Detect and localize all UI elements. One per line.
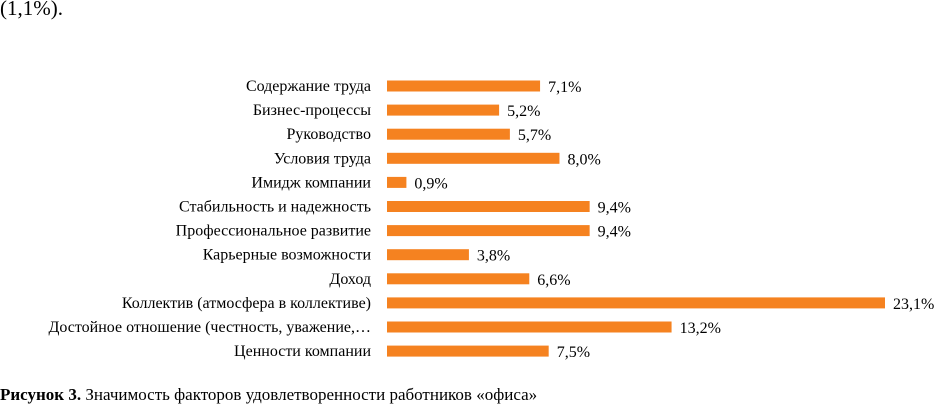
value-labels: 7,1% 5,2% 5,7% 8,0% 0,9% 9,4% 9,4% 3,8% 6,6% 23,1… — [414, 79, 934, 361]
value-label: 9,4% — [598, 200, 631, 217]
bar — [387, 152, 560, 164]
figure-caption-text: Значимость факторов удовлетворенности ра… — [81, 385, 538, 404]
value-label: 3,8% — [477, 248, 510, 265]
category-label: Бизнес-процессы — [253, 102, 371, 119]
figure-caption: Рисунок 3. Значимость факторов удовлетво… — [0, 385, 537, 405]
value-label: 7,5% — [557, 344, 590, 361]
value-label: 9,4% — [598, 224, 631, 241]
bar — [387, 297, 885, 309]
category-label: Доход — [329, 271, 371, 288]
bar — [387, 345, 549, 357]
category-label: Ценности компании — [234, 343, 371, 360]
bars — [387, 80, 885, 357]
preceding-text-fragment: (1,1%). — [0, 0, 63, 20]
category-label: Достойное отношение (честность, уважение… — [48, 319, 371, 336]
bar — [387, 225, 590, 237]
bar — [387, 249, 469, 261]
value-label: 0,9% — [414, 175, 447, 192]
figure-caption-lead: Рисунок 3. — [0, 385, 82, 404]
bar — [387, 201, 590, 212]
category-labels: Содержание труда Бизнес-процессы Руководст… — [48, 78, 371, 360]
value-label: 5,7% — [518, 127, 551, 144]
category-label: Содержание труда — [246, 78, 371, 95]
category-label: Стабильность и надежность — [179, 199, 371, 216]
category-label: Коллектив (атмосфера в коллективе) — [122, 295, 371, 312]
value-label: 6,6% — [537, 272, 570, 289]
value-label: 5,2% — [507, 103, 540, 120]
value-label: 23,1% — [893, 296, 934, 313]
category-label: Руководство — [286, 126, 371, 143]
value-label: 7,1% — [548, 79, 581, 96]
bar — [387, 128, 510, 140]
bar — [387, 176, 407, 188]
bar — [387, 80, 541, 92]
bar — [387, 321, 672, 333]
value-label: 13,2% — [680, 320, 721, 337]
category-label: Карьерные возможности — [203, 247, 372, 264]
bar — [387, 104, 500, 116]
category-label: Профессиональное развитие — [176, 223, 371, 240]
value-label: 8,0% — [567, 151, 600, 168]
category-label: Условия труда — [274, 150, 371, 167]
category-label: Имидж компании — [251, 174, 371, 191]
bar — [387, 273, 530, 285]
bar-chart: Содержание труда Бизнес-процессы Руководст… — [48, 78, 934, 361]
